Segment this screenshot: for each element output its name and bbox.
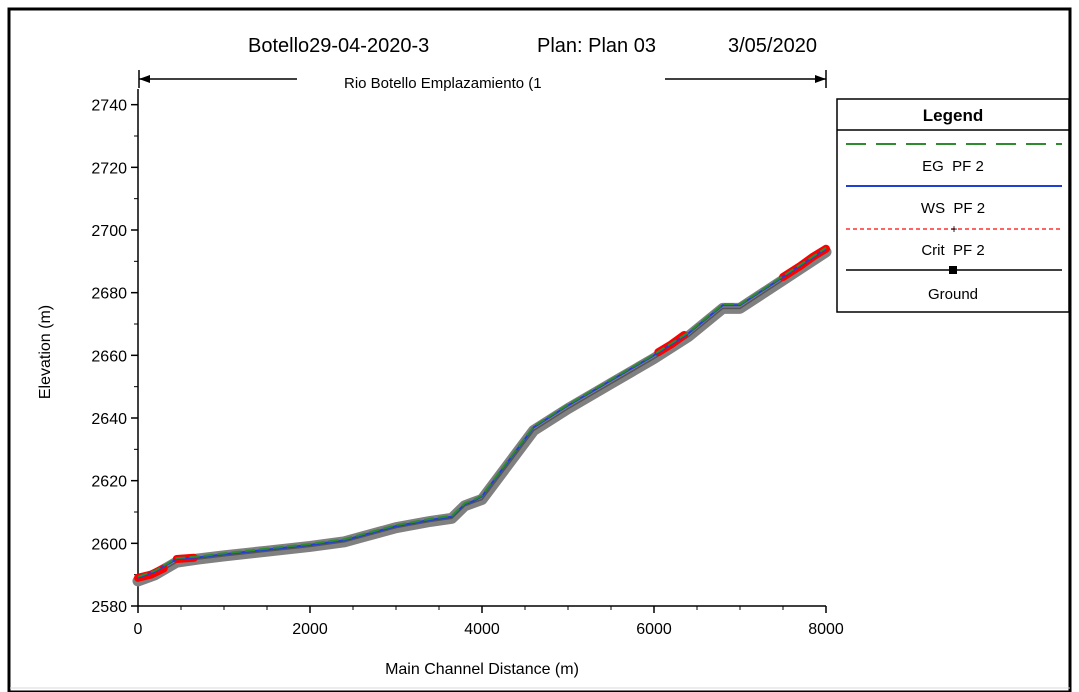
y-tick-label: 2700 [91,223,127,240]
legend-marker-ground [949,266,957,274]
y-tick-label: 2620 [91,474,127,491]
x-tick-label: 2000 [292,621,328,638]
x-tick-label: 6000 [636,621,672,638]
y-ticks: 2580 2600 2620 2640 2660 2680 2700 2720 2740 [91,98,138,616]
x-tick-label: 4000 [464,621,500,638]
series-ground-line [137,251,827,582]
legend-label-ws: WS PF 2 [921,200,985,217]
series-eg-line [137,247,827,578]
legend: Legend EG PF 2 WS PF 2 + Crit PF 2 Groun… [836,98,1070,313]
legend-marker-crit: + [950,222,957,236]
y-tick-label: 2660 [91,348,127,365]
y-tick-label: 2720 [91,160,127,177]
y-axis-label: Elevation (m) [37,305,54,399]
legend-title: Legend [923,106,983,125]
reach-label: Rio Botello Emplazamiento (1 [344,75,542,92]
y-tick-label: 2640 [91,411,127,428]
y-tick-label: 2740 [91,98,127,115]
x-ticks: 0 2000 4000 6000 8000 [134,606,844,638]
legend-label-eg: EG PF 2 [922,158,984,175]
plot-title-left: Botello29-04-2020-3 [248,35,429,57]
x-axis-label: Main Channel Distance (m) [385,661,579,678]
plot-title-plan: Plan: Plan 03 [537,35,656,57]
x-tick-label: 8000 [808,621,844,638]
plot-title-date: 3/05/2020 [728,35,817,57]
legend-box [836,98,1070,313]
legend-label-crit: Crit PF 2 [921,242,984,259]
y-tick-label: 2580 [91,599,127,616]
legend-label-ground: Ground [928,286,978,303]
y-tick-label: 2600 [91,536,127,553]
y-tick-label: 2680 [91,286,127,303]
reach-span-arrow [138,70,827,88]
x-tick-label: 0 [134,621,143,638]
series-layer [132,244,832,587]
